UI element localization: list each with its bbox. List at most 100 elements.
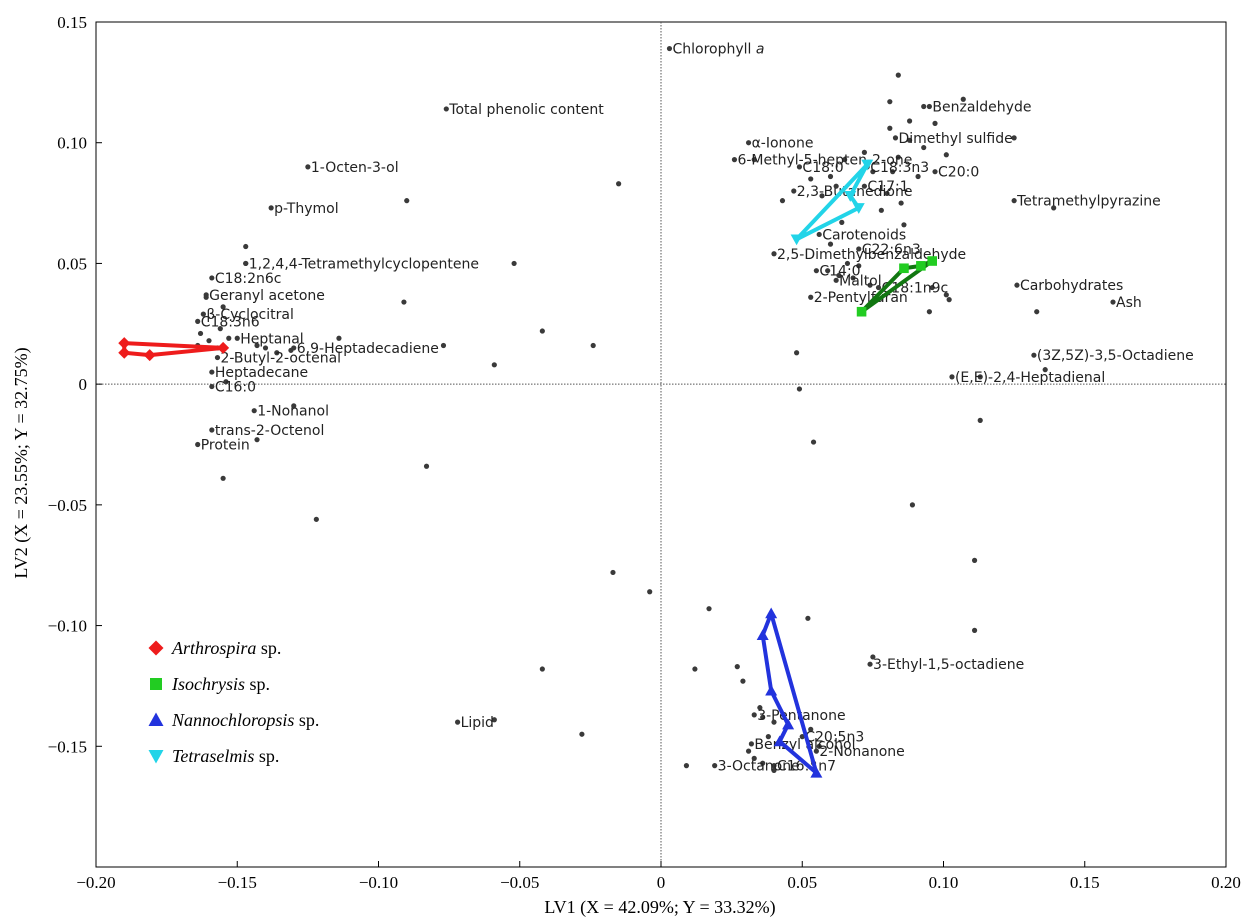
x-axis-label: LV1 (X = 42.09%; Y = 33.32%) (544, 897, 775, 917)
variable-label: C18:3n6 (201, 314, 260, 330)
variable-point (268, 205, 274, 211)
variable-point (921, 103, 927, 110)
variable-point (878, 207, 884, 213)
variable-point (223, 379, 229, 385)
variable-point (949, 374, 955, 380)
variable-label: Tetramethylpyrazine (1016, 194, 1161, 210)
group-marker (844, 191, 857, 202)
group-marker (756, 629, 769, 641)
variable-point (291, 345, 297, 351)
variable-label: C16:0 (215, 380, 256, 396)
variable-point (209, 383, 215, 390)
group-marker (861, 159, 874, 171)
variable-point (833, 183, 839, 189)
variable-point (813, 268, 819, 274)
variable-point (423, 463, 430, 469)
variable-label: 1-Octen-3-ol (311, 160, 399, 176)
variable-label: Benzaldehyde (932, 100, 1031, 116)
variable-point (887, 125, 893, 131)
variable-point (805, 615, 811, 621)
legend-entry: Isochrysis sp. (171, 674, 270, 694)
variable-point (197, 330, 204, 337)
legend-entry: Arthrospira sp. (171, 638, 281, 658)
variable-point (491, 362, 497, 368)
y-tick-label: 0.05 (57, 254, 87, 273)
variable-label: Lipid (461, 715, 494, 731)
variable-point (808, 176, 814, 182)
variable-point (206, 338, 212, 344)
variable-point (977, 374, 983, 380)
variable-point (539, 328, 545, 334)
x-tick-label: 0 (657, 873, 666, 892)
group-marker (143, 349, 156, 362)
variable-point (539, 666, 545, 672)
variable-point (666, 45, 673, 52)
variable-point (220, 304, 226, 310)
variable-point (791, 188, 797, 194)
variable-point (875, 284, 882, 291)
y-tick-label: 0.15 (57, 13, 87, 32)
variable-point (816, 231, 822, 238)
variable-point (195, 441, 201, 448)
variable-point (404, 198, 410, 204)
variable-point (647, 589, 653, 595)
legend-marker (148, 712, 164, 726)
variable-point (745, 140, 752, 146)
variable-point (867, 661, 873, 667)
variable-point (971, 557, 978, 563)
variable-point (960, 96, 966, 102)
variable-point (440, 342, 447, 349)
variable-point (1011, 198, 1017, 204)
variable-point (850, 275, 856, 281)
variable-point (915, 173, 921, 180)
legend-marker (148, 750, 164, 764)
group-marker (217, 341, 230, 354)
variable-point (813, 748, 819, 754)
variable-point (861, 149, 868, 155)
variable-point (745, 748, 752, 754)
variable-point (943, 292, 949, 298)
group-marker (856, 306, 867, 317)
variable-point (251, 408, 257, 414)
variable-point (254, 342, 260, 349)
legend-entry: Nannochloropsis sp. (171, 710, 319, 730)
variable-point (220, 475, 226, 481)
variable-point (313, 516, 319, 522)
variable-point (209, 427, 215, 433)
variable-label: C20:0 (938, 165, 979, 181)
x-tick-label: 0.15 (1070, 873, 1100, 892)
variable-point (921, 144, 927, 151)
variable-label: 6,9-Heptadecadiene (297, 341, 439, 357)
variable-point (819, 193, 825, 199)
variable-point (842, 157, 848, 163)
variable-point (706, 606, 712, 612)
group-marker (118, 346, 131, 359)
variable-point (590, 342, 596, 349)
variable-point (895, 154, 901, 160)
variable-point (757, 705, 763, 711)
variable-label: C14:0 (819, 264, 860, 280)
variable-point (291, 403, 297, 409)
variable-point (336, 335, 342, 341)
variable-point (712, 763, 718, 769)
variable-point (825, 268, 831, 274)
variable-label: 1-Nonanol (257, 404, 329, 420)
variable-label: β-Cyclocitral (206, 307, 294, 323)
variable-point (856, 263, 862, 269)
variable-point (491, 717, 497, 723)
group-marker (782, 718, 795, 730)
x-tick-label: −0.15 (218, 873, 257, 892)
group-marker (118, 337, 131, 350)
variable-point (794, 350, 800, 356)
variable-point (907, 118, 913, 124)
y-tick-label: 0.10 (57, 134, 87, 153)
variable-point (692, 666, 698, 672)
variable-point (740, 678, 746, 684)
variable-point (856, 246, 862, 252)
variable-point (226, 335, 232, 341)
variable-point (683, 763, 690, 769)
variable-point (839, 219, 845, 225)
variable-point (751, 157, 757, 163)
variable-label: 2-Pentylfuran (814, 290, 908, 306)
